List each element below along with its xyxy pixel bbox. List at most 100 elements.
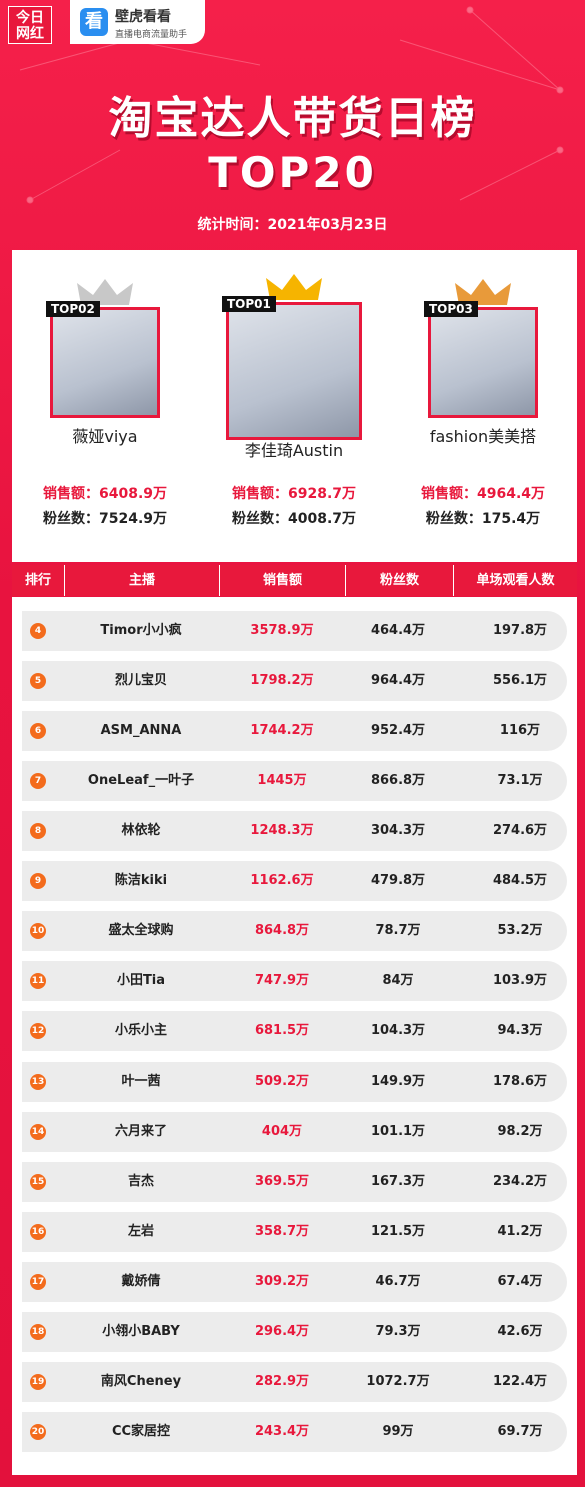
rank-badge: TOP01 (222, 296, 276, 312)
streamer-name: fashion美美搭 (429, 427, 537, 446)
streamer-name: 盛太全球购 (108, 923, 174, 939)
sales: 1248.3万 (250, 823, 314, 839)
rank-circle: 18 (30, 1323, 46, 1340)
rank-circle: 15 (30, 1173, 46, 1190)
table-row: 10 盛太全球购 864.8万 78.7万 53.2万 (22, 911, 567, 952)
title: 淘宝达人带货日榜 (108, 93, 477, 144)
sales: 681.5万 (254, 1023, 310, 1039)
fans-label: 粉丝数： (42, 511, 99, 527)
streamer-name: 陈洁kiki (114, 873, 168, 889)
table-row: 4 Timor小小疯 3578.9万 464.4万 197.8万 (22, 611, 567, 651)
views: 234.2万 (492, 1173, 548, 1189)
sales: 3578.9万 (250, 623, 314, 638)
fans: 964.4万 (370, 673, 426, 689)
crown (266, 274, 322, 300)
views: 67.4万 (497, 1273, 543, 1289)
sales-value: 4964.4万 (476, 486, 546, 502)
fans: 99万 (382, 1423, 414, 1439)
views: 69.7万 (497, 1423, 543, 1439)
fans: 479.8万 (370, 873, 426, 889)
sales-line: 销售额：6928.7万 (204, 483, 384, 503)
rank-badge: TOP03 (424, 301, 478, 317)
brand-icon: 看 (80, 8, 108, 36)
table-row: 5 烈儿宝贝 1798.2万 964.4万 556.1万 (22, 661, 567, 702)
rank-circle: 13 (30, 1073, 46, 1090)
fans: 101.1万 (370, 1123, 426, 1139)
sales: 1744.2万 (250, 723, 314, 739)
views: 98.2万 (497, 1123, 543, 1139)
rank-circle: 6 (30, 723, 46, 740)
sales: 1445万 (257, 773, 307, 789)
sales: 282.9万 (254, 1373, 310, 1389)
fans: 952.4万 (370, 723, 426, 739)
table-body: 4 Timor小小疯 3578.9万 464.4万 197.8万 5 烈儿宝贝 1798.2万… (12, 597, 577, 1475)
fans-line: 粉丝数：7524.9万 (15, 508, 195, 528)
column-header: 粉丝数 (346, 565, 454, 596)
table-row: 7 OneLeaf_一叶子 1445万 866.8万 73.1万 (22, 761, 567, 802)
sales: 864.8万 (254, 923, 310, 939)
rank-circle: 5 (30, 673, 46, 690)
sales: 358.7万 (254, 1223, 310, 1239)
avatar-photo (428, 307, 538, 418)
background-network (19, 6, 564, 204)
fans: 149.9万 (370, 1073, 426, 1089)
fans: 84万 (382, 973, 414, 989)
views: 42.6万 (497, 1323, 543, 1339)
sales: 404万 (261, 1123, 303, 1139)
table-row: 17 戴娇倩 309.2万 46.7万 67.4万 (22, 1261, 567, 1302)
fans-label: 粉丝数： (425, 511, 482, 527)
streamer-name: 林依轮 (121, 823, 161, 839)
brand-slogan: 直播电商流量助手 (115, 30, 188, 40)
column-header: 销售额 (220, 565, 346, 596)
rank-circle: 7 (30, 773, 46, 790)
table-row: 13 叶一茜 509.2万 149.9万 178.6万 (22, 1061, 567, 1102)
streamer-name: 小翎小BABY (102, 1323, 180, 1339)
podium-card: TOP02 薇娅viya 销售额：6408.9万 粉丝数：7524.9万 TOP01 李佳… (12, 250, 577, 562)
views: 116万 (499, 723, 541, 739)
fans-value: 175.4万 (481, 511, 541, 527)
streamer-name: Timor小小疯 (100, 623, 182, 638)
views: 556.1万 (492, 673, 548, 689)
table-row: 6 ASM_ANNA 1744.2万 952.4万 116万 (22, 711, 567, 752)
fans: 304.3万 (370, 823, 426, 839)
table-row: 9 陈洁kiki 1162.6万 479.8万 484.5万 (22, 861, 567, 902)
sales-line: 销售额：4964.4万 (393, 483, 573, 503)
sales: 296.4万 (254, 1323, 310, 1339)
table-row: 15 吉杰 369.5万 167.3万 234.2万 (22, 1161, 567, 1202)
fans-line: 粉丝数：4008.7万 (204, 508, 384, 528)
sales-label: 销售额： (231, 486, 288, 502)
rank-circle: 12 (30, 1023, 46, 1040)
fans-label: 粉丝数： (231, 511, 288, 527)
views: 53.2万 (497, 923, 543, 939)
rank-circle: 11 (30, 973, 46, 990)
sales: 747.9万 (254, 973, 310, 989)
rank-circle: 14 (30, 1123, 46, 1140)
column-header: 排行 (12, 565, 65, 596)
table-row: 20 CC家居控 243.4万 99万 69.7万 (22, 1411, 567, 1452)
sales-label: 销售额： (420, 486, 477, 502)
streamer-name: 六月来了 (114, 1123, 167, 1139)
streamer-name: 左岩 (127, 1223, 154, 1239)
table-row: 8 林依轮 1248.3万 304.3万 274.6万 (22, 811, 567, 852)
sales: 369.5万 (254, 1173, 310, 1189)
rank-circle: 20 (30, 1423, 46, 1440)
fans: 866.8万 (370, 773, 426, 789)
streamer-name: 李佳琦Austin (244, 441, 344, 460)
views: 197.8万 (492, 623, 548, 638)
views: 178.6万 (492, 1073, 548, 1089)
streamer-name: 戴娇倩 (121, 1273, 161, 1289)
crown (77, 279, 133, 305)
streamer-name: 小乐小主 (114, 1023, 167, 1039)
streamer-name: 烈儿宝贝 (114, 673, 167, 689)
views: 122.4万 (492, 1373, 548, 1389)
fans: 104.3万 (370, 1023, 426, 1039)
sales: 509.2万 (254, 1073, 310, 1089)
rank-circle: 8 (30, 823, 46, 840)
fans-value: 4008.7万 (287, 511, 357, 527)
sales-line: 销售额：6408.9万 (15, 483, 195, 503)
column-header: 主播 (65, 565, 220, 596)
fans: 79.3万 (375, 1323, 421, 1339)
table-row: 19 南风Cheney 282.9万 1072.7万 122.4万 (22, 1361, 567, 1402)
sales-value: 6408.9万 (98, 486, 168, 502)
